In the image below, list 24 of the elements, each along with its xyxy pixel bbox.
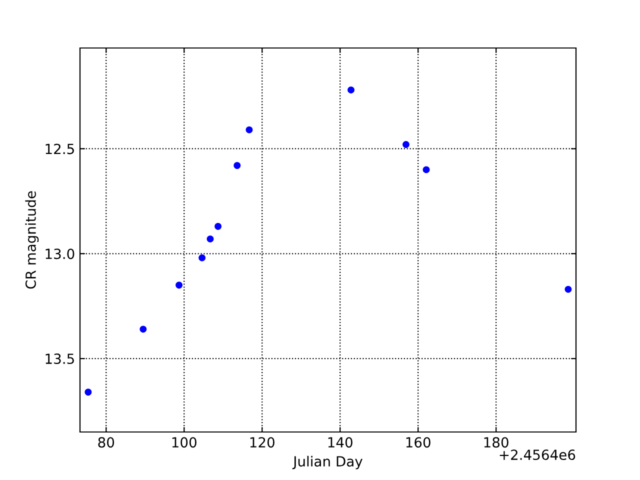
point: [348, 86, 354, 94]
point: [246, 126, 253, 134]
point: [84, 388, 92, 396]
point: [140, 326, 147, 333]
text: +2.4564e6: [500, 450, 576, 460]
x-tick-label: 140: [328, 437, 352, 448]
point: [214, 222, 222, 230]
x-tick-label: 100: [172, 437, 196, 448]
point: [198, 254, 206, 262]
point: [176, 282, 183, 289]
point: [234, 162, 241, 169]
x-tick-label: 120: [250, 437, 274, 448]
x-axis-title: Julian Day: [292, 456, 362, 470]
x-tick-label: 80: [98, 437, 114, 448]
x-tick-label: 180: [484, 437, 508, 448]
point: [422, 166, 430, 174]
point: [402, 141, 410, 148]
point: [206, 235, 214, 242]
y-tick-label: 12.5: [46, 144, 74, 154]
y-axis-title: CR magnitude: [25, 191, 39, 289]
y-tick-label: 13.0: [46, 248, 74, 260]
y-tick-label: 13.5: [46, 354, 74, 364]
point: [564, 286, 572, 293]
x-tick-label: 160: [406, 437, 430, 448]
